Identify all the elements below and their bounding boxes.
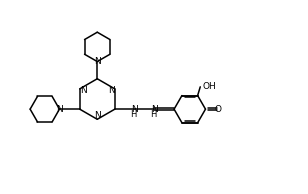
Text: O: O (215, 105, 222, 114)
Text: N: N (94, 111, 101, 120)
Text: N: N (108, 86, 115, 95)
Text: H: H (150, 110, 156, 119)
Text: N: N (94, 57, 101, 66)
Text: N: N (151, 105, 158, 114)
Text: H: H (130, 110, 137, 119)
Text: N: N (131, 105, 138, 114)
Text: OH: OH (203, 82, 217, 91)
Text: N: N (56, 105, 63, 114)
Text: N: N (80, 86, 87, 95)
